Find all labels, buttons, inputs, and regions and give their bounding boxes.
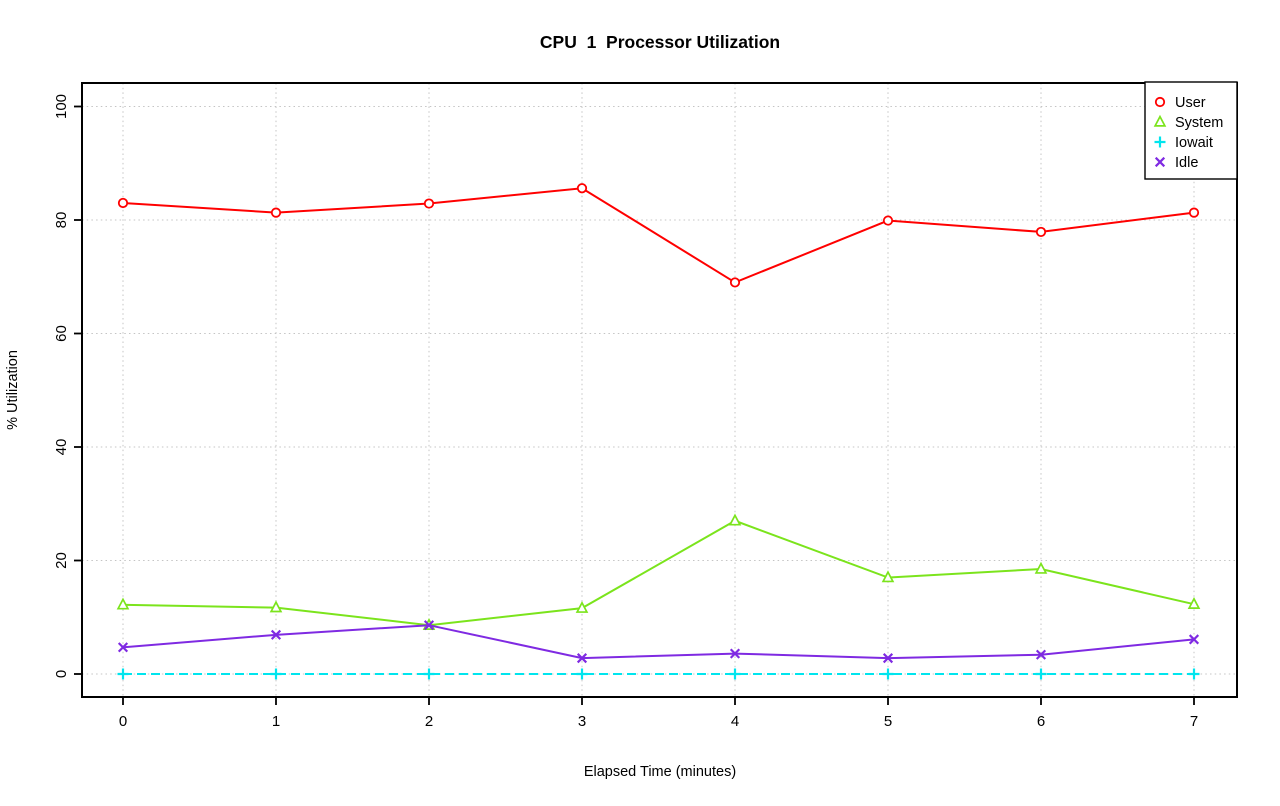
x-axis-label: Elapsed Time (minutes) (584, 764, 736, 780)
legend-label: User (1175, 95, 1206, 111)
x-marker (882, 653, 894, 664)
user-line (122, 187, 1195, 284)
plus-marker (729, 668, 741, 680)
gridlines (82, 83, 1237, 697)
circle-marker (117, 197, 129, 209)
y-tick-label: 0 (53, 670, 70, 678)
x-tick-label: 2 (425, 713, 433, 730)
x-tick-label: 3 (578, 713, 586, 730)
plus-marker (423, 668, 435, 680)
x-marker (729, 648, 741, 659)
x-marker (270, 629, 282, 640)
triangle-marker (1034, 561, 1048, 574)
circle-marker (1035, 226, 1047, 238)
triangle-marker (728, 513, 742, 526)
system-line (122, 519, 1195, 627)
legend-item-system: System (1153, 114, 1223, 131)
x-tick-label: 4 (731, 713, 739, 730)
circle-marker (576, 183, 588, 194)
series-idle (117, 620, 1200, 664)
circle-marker (729, 277, 741, 288)
idle-line (122, 624, 1195, 660)
triangle-marker (1187, 596, 1201, 609)
legend-item-iowait: Iowait (1154, 135, 1213, 151)
x-marker (576, 653, 588, 664)
x-marker (423, 620, 435, 631)
circle-marker (423, 198, 435, 209)
axis-tick-labels: 0 1 2 3 4 5 6 7 0 20 40 60 80 100 (53, 94, 1198, 730)
plus-marker (1154, 136, 1166, 148)
plus-marker (1188, 668, 1200, 680)
plot-area: 0 1 2 3 4 5 6 7 0 20 40 60 80 100 User System Iowait Idle (53, 81, 1238, 730)
x-marker (1035, 649, 1047, 660)
circle-marker (882, 215, 894, 226)
series-iowait (117, 668, 1200, 680)
x-marker (1188, 634, 1200, 645)
x-tick-label: 6 (1037, 713, 1045, 730)
x-tick-label: 7 (1190, 713, 1198, 730)
plus-marker (882, 668, 894, 680)
circle-marker (270, 207, 282, 218)
circle-marker (1188, 207, 1200, 218)
series-system (116, 513, 1201, 630)
triangle-marker (881, 570, 895, 583)
x-marker (1154, 156, 1166, 168)
y-tick-label: 80 (53, 212, 70, 229)
x-tick-label: 1 (272, 713, 280, 730)
plus-marker (270, 668, 282, 680)
chart-title: CPU 1 Processor Utilization (540, 32, 780, 52)
y-axis-label: % Utilization (5, 350, 21, 430)
circle-marker (1154, 96, 1166, 108)
triangle-marker (116, 597, 130, 610)
x-tick-label: 5 (884, 713, 892, 730)
legend-item-user: User (1154, 95, 1206, 111)
y-tick-label: 100 (53, 94, 70, 119)
series-user (117, 183, 1200, 288)
legend: User System Iowait Idle (1144, 81, 1238, 180)
triangle-marker (269, 600, 283, 613)
plus-marker (576, 668, 588, 680)
plus-marker (117, 668, 129, 680)
axis-ticks (74, 105, 1195, 705)
legend-label: Idle (1175, 155, 1198, 171)
legend-label: Iowait (1175, 135, 1213, 151)
plus-marker (1035, 668, 1047, 680)
triangle-marker (575, 600, 589, 613)
y-tick-label: 40 (53, 439, 70, 456)
plot-border (81, 82, 1238, 698)
y-tick-label: 20 (53, 552, 70, 569)
y-tick-label: 60 (53, 325, 70, 342)
x-marker (117, 642, 129, 653)
triangle-marker (1153, 114, 1167, 127)
legend-item-idle: Idle (1154, 155, 1198, 171)
legend-label: System (1175, 115, 1223, 131)
x-tick-label: 0 (119, 713, 127, 730)
